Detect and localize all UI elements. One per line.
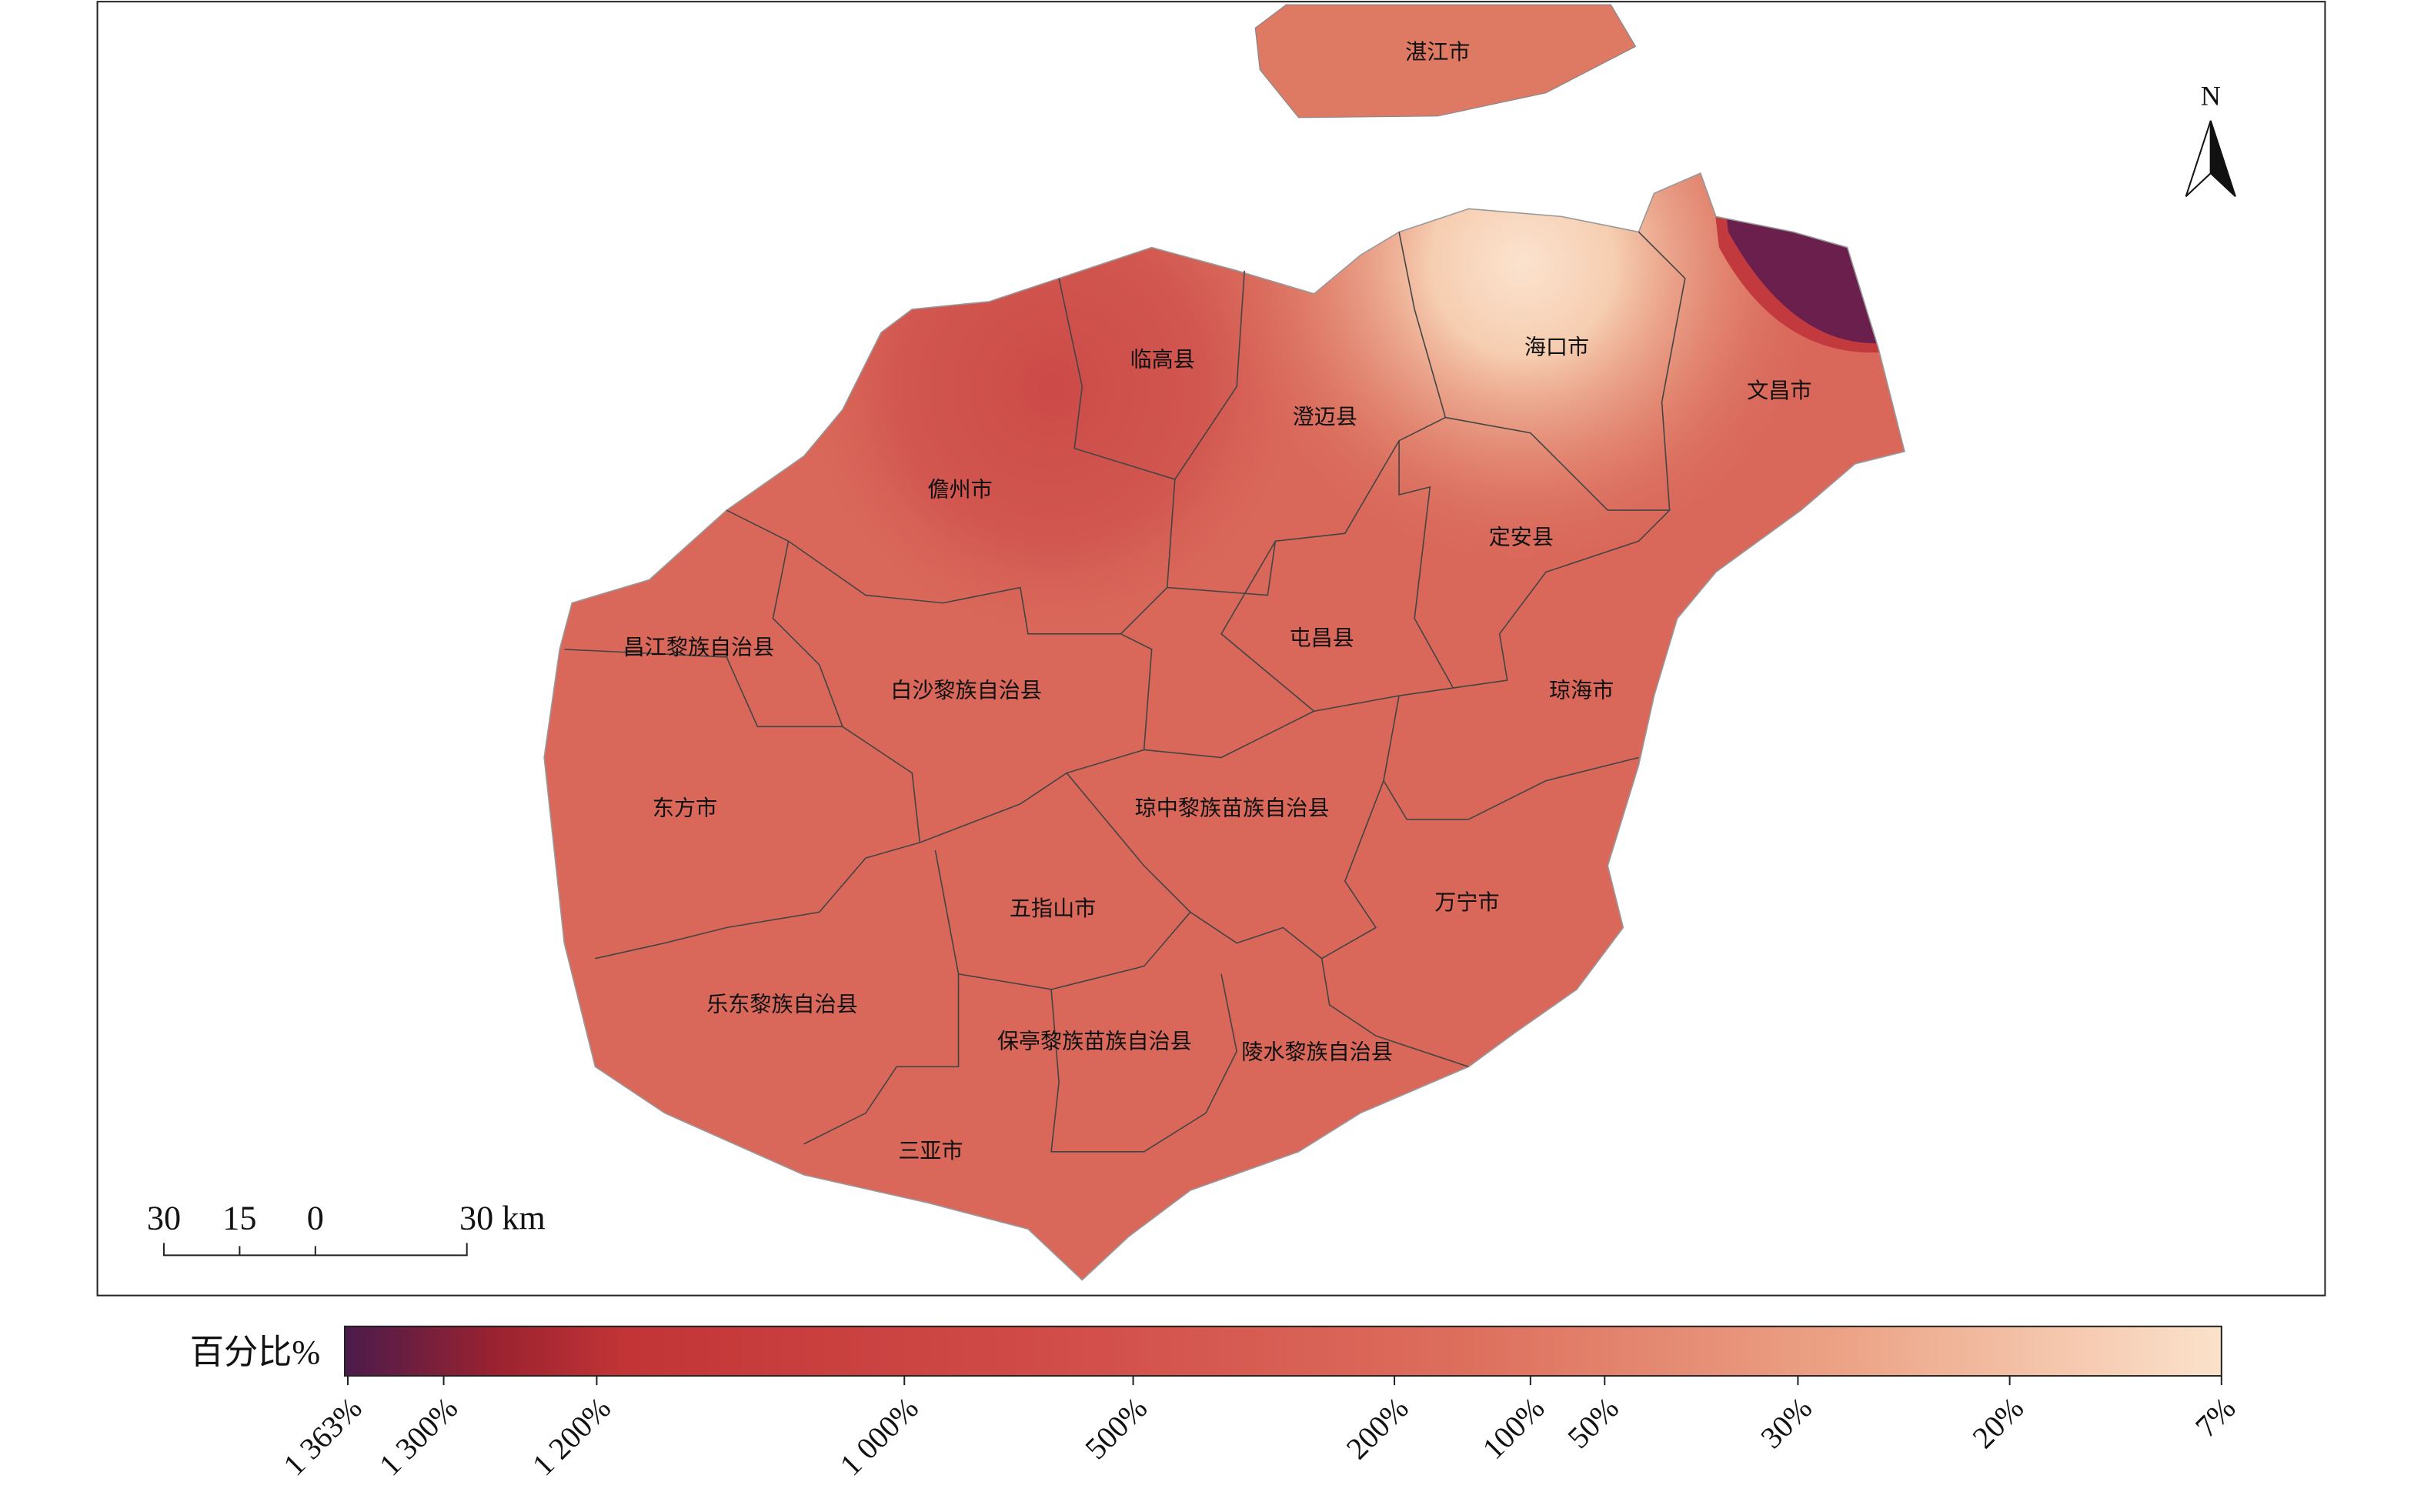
region-label: 乐东黎族自治县 xyxy=(706,992,858,1016)
region-label: 屯昌县 xyxy=(1289,626,1354,650)
region-label: 保亭黎族苗族自治县 xyxy=(997,1030,1192,1054)
color-bar xyxy=(343,1325,2222,1377)
region-label: 五指山市 xyxy=(1010,896,1096,921)
region-label: 东方市 xyxy=(653,796,717,820)
region-label: 湛江市 xyxy=(1405,40,1470,65)
region-label: 三亚市 xyxy=(898,1139,963,1163)
admin-boundaries xyxy=(564,231,1686,1153)
region-label: 昌江黎族自治县 xyxy=(623,635,775,659)
color-bar-label: 50% xyxy=(1561,1390,1625,1455)
color-bar-label: 1 300% xyxy=(372,1390,464,1482)
color-bar-label: 1 363% xyxy=(276,1390,368,1482)
scale-bar xyxy=(162,1243,468,1257)
region-label: 陵水黎族自治县 xyxy=(1241,1040,1393,1065)
region-label: 文昌市 xyxy=(1747,379,1811,403)
scale-label: 0 xyxy=(307,1199,324,1237)
legend-title: 百分比% xyxy=(190,1333,320,1371)
color-bar-label: 100% xyxy=(1475,1390,1551,1466)
color-bar-label: 1 200% xyxy=(526,1390,617,1482)
region-label: 儋州市 xyxy=(927,477,992,502)
scale-label: 15 xyxy=(222,1199,256,1237)
color-bar-label: 200% xyxy=(1340,1390,1415,1466)
region-label: 临高县 xyxy=(1130,348,1195,372)
region-label: 琼海市 xyxy=(1549,679,1614,703)
scale-label: 30 xyxy=(147,1199,181,1237)
region-label: 海口市 xyxy=(1524,335,1589,360)
region-label: 澄迈县 xyxy=(1292,405,1357,429)
color-bar-label: 1 000% xyxy=(833,1390,925,1482)
north-arrow: N xyxy=(2185,81,2236,198)
color-bar-label: 20% xyxy=(1965,1390,2030,1455)
zhanjiang-land xyxy=(1254,4,1637,118)
scale-label: 30 km xyxy=(459,1199,546,1237)
region-label: 定安县 xyxy=(1489,526,1554,550)
region-label: 万宁市 xyxy=(1434,890,1499,915)
color-bar-label: 500% xyxy=(1078,1390,1154,1466)
color-bar-label: 7% xyxy=(2189,1390,2242,1444)
region-label: 琼中黎族苗族自治县 xyxy=(1135,796,1330,820)
region-label: 白沙黎族自治县 xyxy=(890,679,1042,703)
north-label: N xyxy=(2201,81,2221,112)
color-bar-label: 30% xyxy=(1754,1390,1818,1455)
